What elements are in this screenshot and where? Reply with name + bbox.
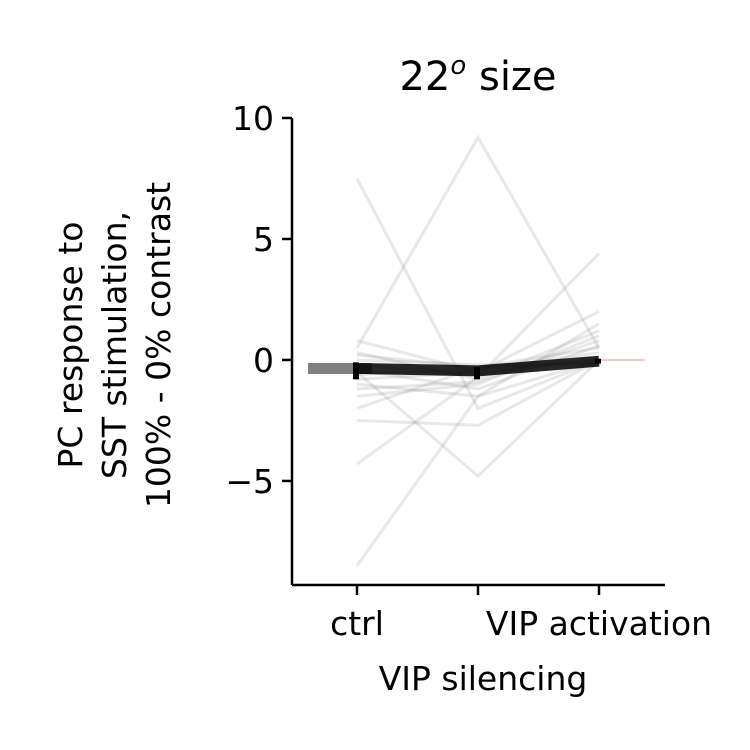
chart-title: 22o size [399,51,556,100]
y-tick-label-2: 5 [253,220,274,259]
y-axis-label-line-3: 100% - 0% contrast [139,182,178,508]
y-tick-label-1: 10 [232,99,274,138]
chart-title-main: 22 [399,54,450,100]
series-line-4 [355,134,601,349]
y-tick-label-4: −5 [225,462,274,501]
y-axis-label: PC response to SST stimulation, 100% - 0… [51,182,178,508]
series-line-2 [355,358,600,567]
x-tick-label-1: ctrl [330,604,384,643]
y-tick-label-3: 0 [253,341,274,380]
plot-area: 10 5 0 −5 ctrl VIP activation [225,99,712,643]
series-line-1 [355,177,600,411]
chart-title-rest: size [466,54,556,100]
series-line-5 [356,358,601,479]
x-axis-label: VIP silencing [379,659,588,698]
series-line-8 [356,322,600,398]
y-axis-label-line-2: SST stimulation, [95,211,134,479]
y-axis-label-line-1: PC response to [51,222,90,469]
series-line-6 [356,358,600,427]
x-tick-label-3: VIP activation [486,604,712,643]
chart-title-sup: o [450,51,466,81]
series-line-14 [356,339,600,391]
series-line-9 [356,334,600,398]
